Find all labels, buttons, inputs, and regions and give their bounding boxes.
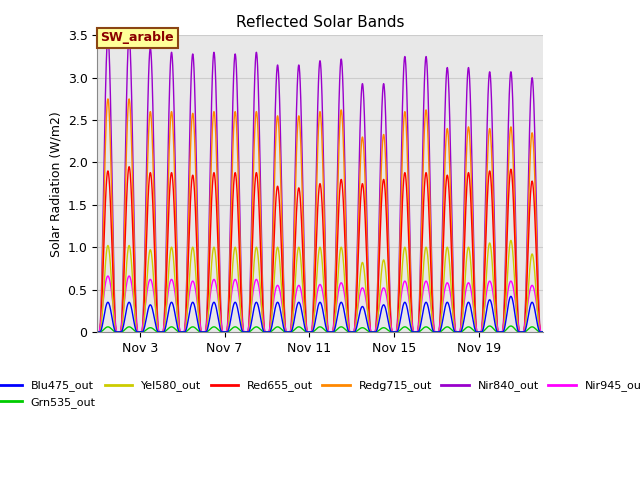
Nir945_out [278,299,285,304]
Redg715_out [278,213,285,218]
Line: Nir840_out: Nir840_out [97,37,543,332]
Nir840_out [221,329,228,335]
Grn535_out [507,323,515,329]
Redg715_out [539,329,547,335]
Red655_out [385,277,392,283]
Text: SW_arable: SW_arable [100,31,174,44]
Grn535_out [93,329,101,335]
Grn535_out [385,328,392,334]
Title: Reflected Solar Bands: Reflected Solar Bands [236,15,404,30]
Red655_out [539,329,547,335]
Blu475_out [159,329,166,335]
Red655_out [93,329,101,335]
Redg715_out [104,96,112,102]
Blu475_out [221,329,228,335]
Nir945_out [159,329,166,335]
Nir840_out [104,34,112,40]
Grn535_out [221,329,228,335]
Redg715_out [479,321,486,326]
Blu475_out [278,313,285,319]
Red655_out [278,251,285,256]
Line: Grn535_out: Grn535_out [97,326,543,332]
Legend: Blu475_out, Grn535_out, Yel580_out, Red655_out, Redg715_out, Nir840_out, Nir945_: Blu475_out, Grn535_out, Yel580_out, Red6… [0,376,640,412]
Grn535_out [278,326,285,332]
Blu475_out [539,329,547,335]
Nir840_out [93,329,101,335]
Nir840_out [159,329,166,335]
Yel580_out [278,284,285,290]
Yel580_out [385,306,392,312]
Nir945_out [93,329,101,335]
Redg715_out [221,329,228,335]
Y-axis label: Solar Radiation (W/m2): Solar Radiation (W/m2) [49,111,62,256]
Nir945_out [221,329,228,335]
Grn535_out [159,329,166,335]
Nir945_out [180,328,188,334]
Nir945_out [385,308,392,313]
Nir945_out [479,322,486,328]
Blu475_out [478,329,486,335]
Red655_out [159,329,166,335]
Grn535_out [180,329,188,335]
Redg715_out [159,329,166,335]
Nir840_out [479,318,486,324]
Red655_out [221,329,228,335]
Nir840_out [278,185,285,191]
Blu475_out [507,293,515,299]
Nir840_out [539,329,547,335]
Yel580_out [159,329,166,335]
Nir945_out [104,273,112,279]
Nir840_out [385,244,392,250]
Line: Yel580_out: Yel580_out [97,240,543,332]
Blu475_out [180,329,188,335]
Line: Redg715_out: Redg715_out [97,99,543,332]
Yel580_out [478,328,486,334]
Nir840_out [180,329,188,335]
Yel580_out [221,329,228,335]
Redg715_out [93,329,101,335]
Yel580_out [539,329,547,335]
Nir945_out [539,329,547,335]
Line: Nir945_out: Nir945_out [97,276,543,332]
Redg715_out [385,261,392,267]
Red655_out [125,164,133,169]
Redg715_out [180,329,188,335]
Grn535_out [539,329,547,335]
Line: Red655_out: Red655_out [97,167,543,332]
Blu475_out [93,329,101,335]
Blu475_out [385,320,392,326]
Yel580_out [180,329,188,335]
Line: Blu475_out: Blu475_out [97,296,543,332]
Grn535_out [478,329,486,335]
Red655_out [479,323,486,328]
Red655_out [180,329,188,335]
Yel580_out [93,329,101,335]
Yel580_out [507,238,515,243]
